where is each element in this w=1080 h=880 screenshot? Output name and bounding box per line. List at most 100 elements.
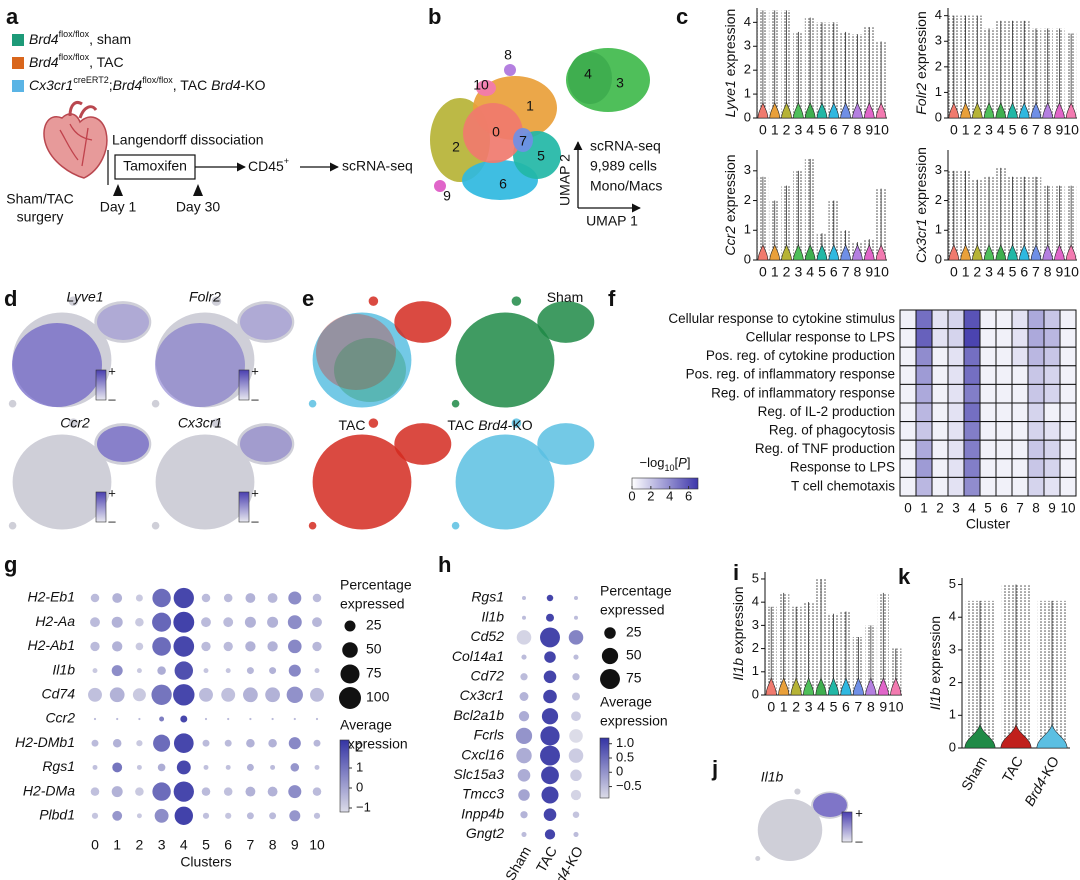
x-tick-label: 4	[968, 501, 976, 516]
colorbar-title: −log10[P]	[640, 455, 691, 473]
dot	[223, 617, 234, 628]
heatmap-cell	[931, 383, 949, 404]
y-tick-label: 2	[935, 58, 942, 73]
heatmap-cell	[1011, 328, 1029, 348]
heatmap-cell	[995, 439, 1013, 460]
violin-body	[1042, 243, 1053, 261]
dot	[221, 687, 236, 702]
dot	[180, 715, 188, 723]
heatmap-cell	[1011, 309, 1029, 330]
violin-body	[765, 676, 777, 696]
x-tick-label: 1	[962, 122, 970, 138]
heatmap-cell	[979, 402, 997, 423]
heatmap-cell	[1027, 328, 1045, 348]
x-tick-label: 7	[1016, 501, 1024, 516]
dot	[541, 786, 559, 804]
heatmap-cell	[915, 439, 933, 460]
panel-label: a	[6, 4, 19, 29]
x-tick-label: 0	[767, 699, 775, 715]
legend-text: Brd4flox/flox, TAC	[29, 52, 124, 69]
x-tick-label: 3	[985, 122, 993, 138]
colorbar-tick-label: 0	[628, 488, 635, 503]
heatmap-cell	[1011, 421, 1029, 441]
x-tick-label: 0	[950, 122, 958, 138]
x-tick-label: Sham	[958, 753, 990, 793]
dot	[176, 760, 191, 775]
dot	[223, 641, 233, 652]
dot	[293, 717, 296, 721]
x-tick-label: 0	[91, 837, 99, 853]
dot	[271, 717, 274, 721]
text-run: expression	[722, 154, 738, 226]
heatmap-cell	[1027, 421, 1045, 441]
colorbar	[599, 737, 610, 799]
heatmap-cell	[963, 439, 981, 460]
umap-cells	[755, 856, 761, 862]
size-legend-dot	[342, 642, 358, 658]
dot	[516, 630, 532, 645]
heatmap-cell	[963, 383, 981, 404]
heatmap-cell	[995, 402, 1013, 423]
y-tick-label: 1	[949, 707, 956, 722]
heatmap-cell	[931, 421, 949, 441]
heatmap-cell	[1027, 402, 1045, 423]
y-tick-label: 0	[935, 251, 942, 266]
dot	[90, 617, 100, 628]
umap-cells	[368, 418, 379, 428]
workflow-step: Langendorff dissociation	[112, 132, 264, 148]
colorbar	[238, 491, 250, 523]
y-tick-label: 1	[744, 222, 751, 237]
heatmap-cell	[979, 458, 997, 478]
dot	[202, 812, 210, 819]
violin-body	[781, 243, 792, 261]
x-tick-label: 2	[783, 122, 791, 138]
heatmap-cell	[1059, 439, 1077, 460]
cluster-label: 6	[499, 176, 507, 192]
x-tick-label: 9	[1048, 501, 1056, 516]
x-tick-label: 10	[309, 837, 325, 853]
umap-cells	[308, 399, 317, 408]
x-tick-label: 7	[855, 699, 863, 715]
gene-name: Cd52	[471, 628, 505, 644]
heatmap-cell	[1059, 383, 1077, 404]
heatmap-cell	[1011, 476, 1029, 497]
dot	[173, 733, 194, 754]
term-label: Cellular response to cytokine stimulus	[668, 311, 895, 326]
x-tick-label: 3	[794, 122, 802, 138]
scale-label: +	[108, 485, 116, 500]
dot	[116, 717, 119, 721]
x-tick-label: 2	[936, 501, 944, 516]
dot	[91, 812, 99, 819]
x-tick-label: 5	[830, 699, 838, 715]
size-legend-dot	[344, 620, 356, 632]
heatmap-cell	[899, 346, 917, 367]
heatmap-cell	[1043, 458, 1061, 478]
violin-body	[1065, 101, 1077, 119]
text-run: Brd4	[478, 417, 508, 433]
text-run: Brd4	[29, 54, 59, 70]
text-run: Sham	[502, 843, 534, 880]
workflow-step: CD45+	[248, 156, 289, 173]
x-tick-label: 9	[879, 699, 887, 715]
size-legend-label: 50	[626, 647, 642, 663]
dot	[152, 588, 171, 608]
heatmap-cell	[979, 328, 997, 348]
dot	[111, 786, 123, 798]
heatmap-cell	[1011, 365, 1029, 385]
y-tick-label: 3	[935, 33, 942, 48]
text-run: [	[675, 455, 679, 470]
gene-name: Gngt2	[466, 825, 504, 841]
colorbar-tick-label: −0.5	[616, 778, 642, 793]
size-legend-dot	[340, 664, 360, 684]
heatmap-cell	[963, 402, 981, 423]
heatmap-cell	[931, 309, 949, 330]
scale-label: +	[108, 363, 116, 378]
dot	[286, 686, 303, 703]
violin-body	[778, 676, 790, 696]
y-tick-label: 1	[744, 86, 751, 101]
day-marker	[193, 184, 203, 196]
violin-body	[852, 676, 864, 696]
dot	[88, 687, 102, 702]
heatmap-cell	[1027, 346, 1045, 367]
violin-body	[1018, 243, 1030, 261]
